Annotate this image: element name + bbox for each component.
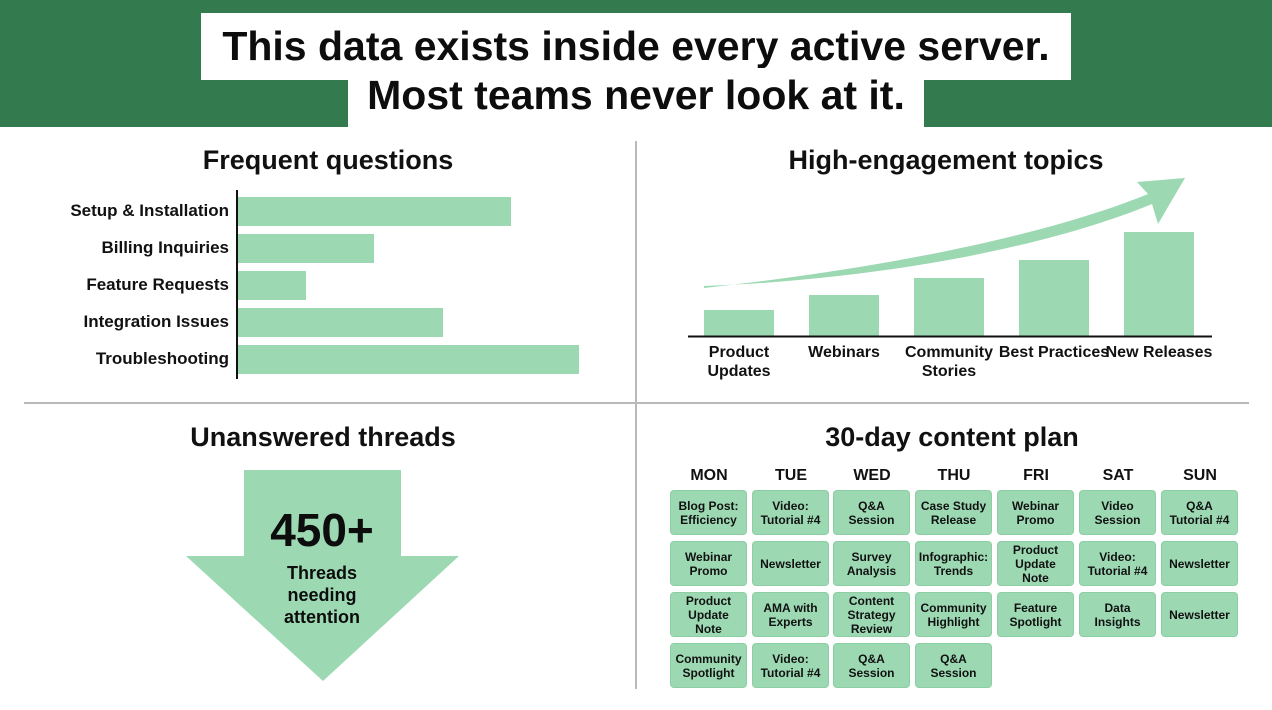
horizontal-divider — [24, 402, 1249, 404]
plan-cell: Video: Tutorial #4 — [1079, 541, 1156, 586]
plan-cell: Newsletter — [752, 541, 829, 586]
topic-label-webinars: Webinars — [808, 344, 880, 361]
question-bar-feature-requests — [238, 271, 306, 300]
topic-label-best-practices: Best Practices — [998, 344, 1110, 361]
day-header-mon: MON — [690, 467, 728, 484]
unanswered-count: 450+ — [270, 504, 374, 556]
plan-cell: Community Highlight — [915, 592, 992, 637]
plan-cell: AMA with Experts — [752, 592, 829, 637]
topic-bar-best-practices — [1019, 260, 1089, 336]
topic-label-community-stories: Community Stories — [905, 344, 993, 380]
plan-cell: Webinar Promo — [670, 541, 747, 586]
unanswered-caption-line: attention — [284, 607, 360, 627]
plan-cell: Product Update Note — [997, 541, 1074, 586]
question-label-integration-issues: Integration Issues — [83, 312, 229, 331]
topic-label-new-releases: New Releases — [1105, 344, 1213, 361]
plan-cell: Infographic: Trends — [915, 541, 992, 586]
plan-cell: Q&A Session — [833, 643, 910, 688]
vertical-divider — [635, 141, 637, 689]
plan-cell: Webinar Promo — [997, 490, 1074, 535]
question-bar-setup-installation — [238, 197, 511, 226]
unanswered-caption-line: Threads — [286, 563, 358, 583]
plan-cell: Blog Post: Efficiency — [670, 490, 747, 535]
headline-line-1: This data exists inside every active ser… — [201, 13, 1071, 80]
plan-cell: Newsletter — [1161, 592, 1238, 637]
high-engagement-chart — [688, 178, 1212, 338]
plan-cell: Video: Tutorial #4 — [752, 490, 829, 535]
plan-cell: Video: Tutorial #4 — [752, 643, 829, 688]
question-bar-integration-issues — [238, 308, 443, 337]
plan-cell: Feature Spotlight — [997, 592, 1074, 637]
down-arrow-icon — [186, 470, 459, 681]
day-header-sat: SAT — [1102, 467, 1134, 484]
topic-bar-webinars — [809, 295, 879, 336]
frequent-questions-axis — [236, 190, 238, 379]
plan-cell: Newsletter — [1161, 541, 1238, 586]
unanswered-caption-line: needing — [287, 585, 357, 605]
plan-cell: Q&A Session — [833, 490, 910, 535]
topic-bar-community-stories — [914, 278, 984, 336]
frequent-questions-title: Frequent questions — [202, 145, 454, 175]
question-bar-billing-inquiries — [238, 234, 374, 263]
question-label-billing-inquiries: Billing Inquiries — [101, 238, 229, 257]
plan-cell: Q&A Tutorial #4 — [1161, 490, 1238, 535]
unanswered-caption: Threads needing attention — [232, 562, 412, 628]
topic-label-product-updates: Product Updates — [707, 344, 771, 380]
plan-cell: Video Session — [1079, 490, 1156, 535]
day-header-thu: THU — [937, 467, 971, 484]
question-label-troubleshooting: Troubleshooting — [95, 349, 229, 368]
plan-cell: Survey Analysis — [833, 541, 910, 586]
question-label-feature-requests: Feature Requests — [86, 275, 229, 294]
day-header-sun: SUN — [1183, 467, 1217, 484]
headline-line-2: Most teams never look at it. — [348, 68, 924, 127]
plan-cell: Product Update Note — [670, 592, 747, 637]
content-plan-title: 30-day content plan — [825, 422, 1079, 452]
growth-arrow-icon — [704, 178, 1185, 288]
plan-cell: Data Insights — [1079, 592, 1156, 637]
topic-bar-product-updates — [704, 310, 774, 336]
plan-cell: Case Study Release — [915, 490, 992, 535]
unanswered-threads-title: Unanswered threads — [190, 422, 456, 452]
plan-cell: Content Strategy Review — [833, 592, 910, 637]
question-bar-troubleshooting — [238, 345, 579, 374]
question-label-setup-installation: Setup & Installation — [70, 201, 229, 220]
topic-bar-new-releases — [1124, 232, 1194, 336]
plan-cell: Q&A Session — [915, 643, 992, 688]
high-engagement-title: High-engagement topics — [788, 145, 1104, 175]
plan-cell: Community Spotlight — [670, 643, 747, 688]
day-header-fri: FRI — [1023, 467, 1049, 484]
day-header-wed: WED — [853, 467, 891, 484]
day-header-tue: TUE — [775, 467, 807, 484]
